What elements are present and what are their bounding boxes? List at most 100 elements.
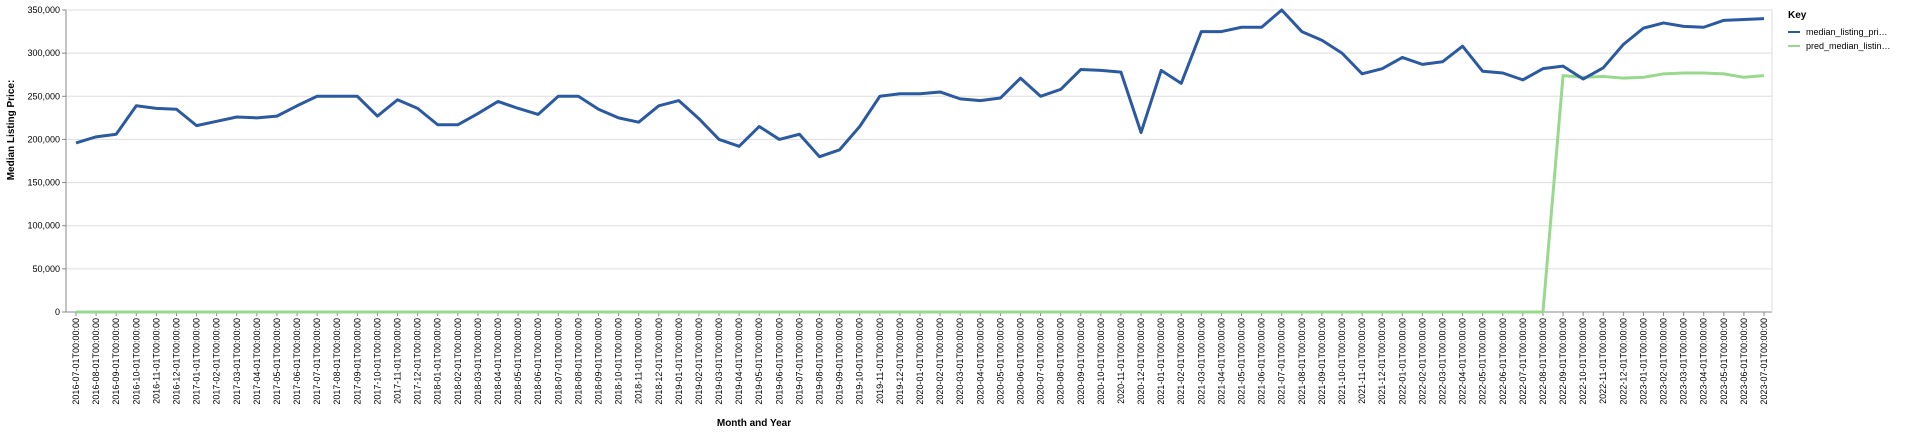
x-tick-label: 2018-01-01T00:00:00 bbox=[433, 318, 443, 405]
series-line bbox=[75, 8, 1765, 159]
x-tick-label: 2019-11-01T00:00:00 bbox=[875, 318, 885, 404]
x-tick-label: 2017-05-01T00:00:00 bbox=[272, 318, 282, 405]
x-tick-label: 2019-10-01T00:00:00 bbox=[855, 318, 865, 405]
x-tick-label: 2018-09-01T00:00:00 bbox=[593, 318, 603, 405]
x-tick-label: 2016-12-01T00:00:00 bbox=[171, 318, 181, 405]
x-tick-label: 2020-04-01T00:00:00 bbox=[975, 318, 985, 405]
x-tick-label: 2020-09-01T00:00:00 bbox=[1076, 318, 1086, 405]
x-tick-label: 2022-02-01T00:00:00 bbox=[1417, 318, 1427, 405]
x-tick-label: 2021-01-01T00:00:00 bbox=[1156, 318, 1166, 405]
x-tick-label: 2022-04-01T00:00:00 bbox=[1458, 318, 1468, 405]
x-tick-label: 2016-11-01T00:00:00 bbox=[151, 318, 161, 404]
x-tick-label: 2017-12-01T00:00:00 bbox=[413, 318, 423, 405]
x-tick-label: 2021-12-01T00:00:00 bbox=[1377, 318, 1387, 405]
x-tick-label: 2023-01-01T00:00:00 bbox=[1638, 318, 1648, 405]
x-tick-label: 2022-11-01T00:00:00 bbox=[1598, 318, 1608, 404]
x-tick-label: 2021-02-01T00:00:00 bbox=[1176, 318, 1186, 405]
x-tick-label: 2018-07-01T00:00:00 bbox=[553, 318, 563, 405]
x-tick-label: 2020-12-01T00:00:00 bbox=[1136, 318, 1146, 405]
y-tick-label: 100,000 bbox=[27, 221, 60, 231]
x-tick-label: 2016-10-01T00:00:00 bbox=[131, 318, 141, 405]
x-tick-label: 2020-03-01T00:00:00 bbox=[955, 318, 965, 405]
x-tick-label: 2017-06-01T00:00:00 bbox=[292, 318, 302, 405]
x-tick-label: 2019-12-01T00:00:00 bbox=[895, 318, 905, 405]
x-tick-label: 2017-04-01T00:00:00 bbox=[252, 318, 262, 405]
series-line bbox=[76, 71, 1765, 314]
x-tick-label: 2023-02-01T00:00:00 bbox=[1659, 318, 1669, 405]
x-tick-label: 2023-04-01T00:00:00 bbox=[1699, 318, 1709, 405]
x-tick-label: 2019-02-01T00:00:00 bbox=[694, 318, 704, 405]
x-tick-label: 2018-12-01T00:00:00 bbox=[654, 318, 664, 405]
x-tick-label: 2019-08-01T00:00:00 bbox=[815, 318, 825, 405]
x-tick-label: 2020-10-01T00:00:00 bbox=[1096, 318, 1106, 405]
x-tick-label: 2023-03-01T00:00:00 bbox=[1679, 318, 1689, 405]
x-tick-label: 2018-08-01T00:00:00 bbox=[573, 318, 583, 405]
legend-label: median_listing_pri… bbox=[1806, 27, 1888, 37]
x-tick-label: 2018-11-01T00:00:00 bbox=[634, 318, 644, 404]
y-axis-title: Median Listing Price: bbox=[6, 80, 17, 181]
x-tick-label: 2017-03-01T00:00:00 bbox=[232, 318, 242, 405]
x-tick-label: 2017-07-01T00:00:00 bbox=[312, 318, 322, 405]
x-tick-label: 2022-03-01T00:00:00 bbox=[1437, 318, 1447, 405]
x-tick-label: 2018-02-01T00:00:00 bbox=[453, 318, 463, 405]
x-tick-label: 2020-08-01T00:00:00 bbox=[1056, 318, 1066, 405]
x-tick-label: 2020-02-01T00:00:00 bbox=[935, 318, 945, 405]
x-tick-label: 2021-05-01T00:00:00 bbox=[1237, 318, 1247, 405]
legend-label: pred_median_listin… bbox=[1806, 41, 1891, 51]
x-tick-label: 2017-10-01T00:00:00 bbox=[372, 318, 382, 405]
x-tick-label: 2022-06-01T00:00:00 bbox=[1498, 318, 1508, 405]
x-tick-label: 2019-06-01T00:00:00 bbox=[774, 318, 784, 405]
x-tick-label: 2022-01-01T00:00:00 bbox=[1397, 318, 1407, 405]
y-tick-label: 350,000 bbox=[27, 5, 60, 15]
x-tick-label: 2021-09-01T00:00:00 bbox=[1317, 318, 1327, 405]
x-tick-label: 2018-06-01T00:00:00 bbox=[533, 318, 543, 405]
x-tick-label: 2017-11-01T00:00:00 bbox=[393, 318, 403, 404]
x-tick-label: 2021-08-01T00:00:00 bbox=[1297, 318, 1307, 405]
x-tick-label: 2021-03-01T00:00:00 bbox=[1196, 318, 1206, 405]
x-tick-label: 2021-06-01T00:00:00 bbox=[1257, 318, 1267, 405]
x-tick-label: 2020-01-01T00:00:00 bbox=[915, 318, 925, 405]
x-tick-label: 2021-04-01T00:00:00 bbox=[1216, 318, 1226, 405]
x-tick-label: 2020-05-01T00:00:00 bbox=[995, 318, 1005, 405]
x-tick-label: 2016-07-01T00:00:00 bbox=[71, 318, 81, 405]
x-tick-label: 2019-01-01T00:00:00 bbox=[674, 318, 684, 405]
x-tick-label: 2023-06-01T00:00:00 bbox=[1739, 318, 1749, 405]
x-tick-label: 2018-03-01T00:00:00 bbox=[473, 318, 483, 405]
y-tick-label: 0 bbox=[55, 307, 60, 317]
x-tick-label: 2023-05-01T00:00:00 bbox=[1719, 318, 1729, 405]
x-tick-label: 2017-09-01T00:00:00 bbox=[352, 318, 362, 405]
x-tick-label: 2019-05-01T00:00:00 bbox=[754, 318, 764, 405]
x-tick-label: 2022-07-01T00:00:00 bbox=[1518, 318, 1528, 405]
x-tick-label: 2022-05-01T00:00:00 bbox=[1478, 318, 1488, 405]
x-tick-label: 2023-07-01T00:00:00 bbox=[1759, 318, 1769, 405]
x-tick-label: 2017-01-01T00:00:00 bbox=[192, 318, 202, 405]
x-tick-label: 2018-04-01T00:00:00 bbox=[493, 318, 503, 405]
x-tick-label: 2017-02-01T00:00:00 bbox=[212, 318, 222, 405]
x-tick-label: 2016-09-01T00:00:00 bbox=[111, 318, 121, 405]
y-tick-label: 250,000 bbox=[27, 91, 60, 101]
y-tick-label: 150,000 bbox=[27, 178, 60, 188]
x-tick-label: 2022-09-01T00:00:00 bbox=[1558, 318, 1568, 405]
x-axis-title: Month and Year bbox=[717, 418, 791, 429]
y-tick-label: 300,000 bbox=[27, 48, 60, 58]
x-tick-label: 2019-07-01T00:00:00 bbox=[794, 318, 804, 405]
x-tick-label: 2019-04-01T00:00:00 bbox=[734, 318, 744, 405]
x-tick-label: 2019-09-01T00:00:00 bbox=[835, 318, 845, 405]
x-tick-label: 2020-07-01T00:00:00 bbox=[1036, 318, 1046, 405]
x-tick-label: 2021-10-01T00:00:00 bbox=[1337, 318, 1347, 405]
x-tick-label: 2021-11-01T00:00:00 bbox=[1357, 318, 1367, 404]
x-tick-label: 2022-10-01T00:00:00 bbox=[1578, 318, 1588, 405]
x-tick-label: 2018-05-01T00:00:00 bbox=[513, 318, 523, 405]
x-tick-label: 2022-12-01T00:00:00 bbox=[1618, 318, 1628, 405]
legend-title: Key bbox=[1788, 10, 1807, 21]
x-tick-label: 2016-08-01T00:00:00 bbox=[91, 318, 101, 405]
x-tick-label: 2020-11-01T00:00:00 bbox=[1116, 318, 1126, 404]
x-tick-label: 2017-08-01T00:00:00 bbox=[332, 318, 342, 405]
y-tick-label: 50,000 bbox=[32, 264, 60, 274]
x-tick-label: 2021-07-01T00:00:00 bbox=[1277, 318, 1287, 405]
x-tick-label: 2020-06-01T00:00:00 bbox=[1015, 318, 1025, 405]
x-tick-label: 2018-10-01T00:00:00 bbox=[614, 318, 624, 405]
y-tick-label: 200,000 bbox=[27, 134, 60, 144]
x-tick-label: 2022-08-01T00:00:00 bbox=[1538, 318, 1548, 405]
